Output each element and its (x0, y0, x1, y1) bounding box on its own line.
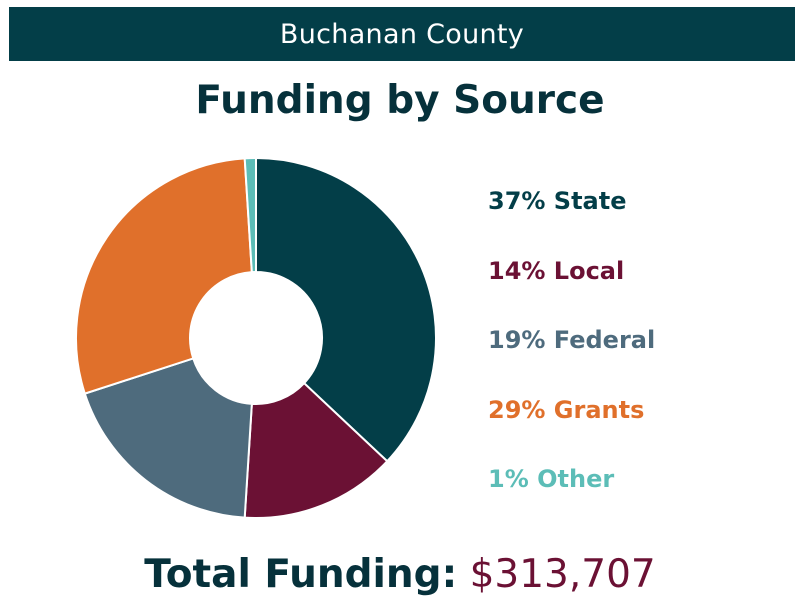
chart-title: Funding by Source (195, 78, 605, 123)
legend-item-federal: 19% Federal (488, 326, 656, 354)
slice-grants (75, 157, 253, 395)
total-funding-value: $313,707 (469, 552, 656, 597)
legend-item-grants: 29% Grants (488, 395, 645, 424)
header-bar: Buchanan County (9, 7, 795, 61)
slice-other (243, 156, 257, 274)
legend: 37% State 14% Local 19% Federal 29% Gran… (488, 184, 788, 532)
total-funding-label: Total Funding: (144, 552, 458, 597)
total-funding: Total Funding: $313,707 (0, 552, 800, 597)
donut-chart (75, 156, 437, 519)
legend-item-state: 37% State (488, 187, 627, 215)
county-title: Buchanan County (279, 18, 525, 50)
slice-federal (83, 357, 253, 519)
legend-item-local: 14% Local (488, 256, 625, 285)
slice-state (255, 156, 437, 463)
legend-item-other: 1% Other (488, 465, 615, 493)
slice-local (243, 381, 389, 519)
